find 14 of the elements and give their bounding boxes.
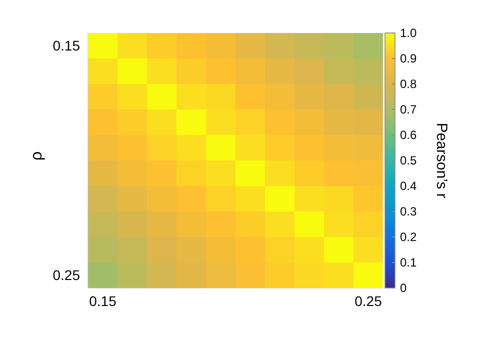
color-bar-label: 0.6	[400, 128, 418, 142]
color-bar-label: 0	[400, 281, 407, 296]
color-bar-label: 0.9	[400, 52, 418, 66]
color-bar-label: 0.1	[400, 256, 418, 270]
color-bar-label: 0.3	[400, 204, 418, 219]
color-bar-label: 0.7	[400, 102, 418, 117]
colorbar: 0 0.1 0.2 0.3 0.4 0.5 0.6 0.7 0.8 0.9 1.0 Pearson’s r	[380, 8, 480, 318]
color-bar-label: 0.4	[400, 179, 418, 194]
color-bar-label: 0.2	[400, 230, 418, 244]
color-bar-label: 0.8	[400, 77, 418, 92]
y-axis-title: ρ	[28, 151, 46, 160]
color-bar-label: 1.0	[400, 26, 418, 40]
color-bar-label: 0.5	[400, 154, 418, 168]
color-bar-title: Pearson’s r	[433, 122, 450, 198]
